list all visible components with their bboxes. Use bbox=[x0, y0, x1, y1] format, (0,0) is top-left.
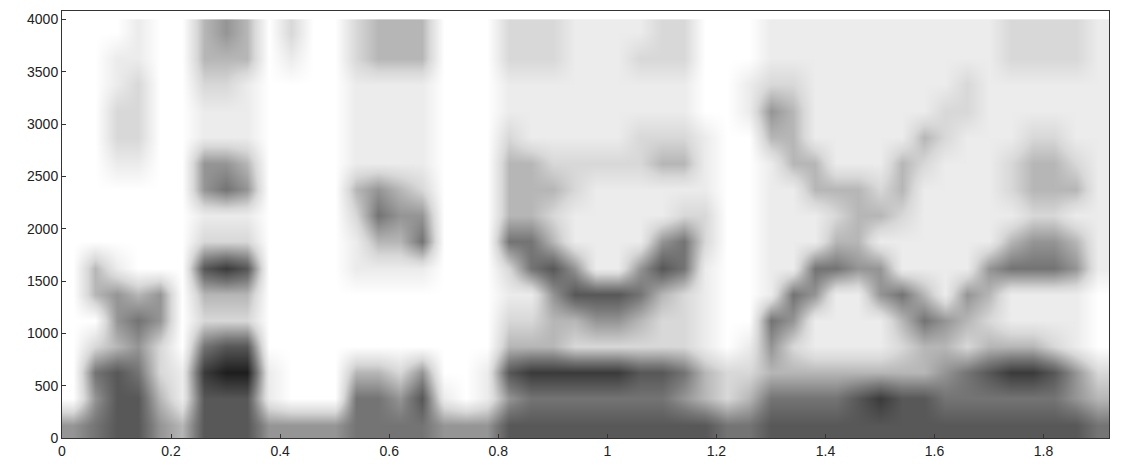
svg-text:1500: 1500 bbox=[27, 273, 58, 289]
svg-text:0: 0 bbox=[50, 430, 58, 446]
svg-text:0: 0 bbox=[58, 443, 66, 459]
svg-text:3000: 3000 bbox=[27, 116, 58, 132]
svg-text:1.2: 1.2 bbox=[707, 443, 727, 459]
svg-text:1.6: 1.6 bbox=[925, 443, 945, 459]
svg-text:4000: 4000 bbox=[27, 11, 58, 27]
svg-text:0.2: 0.2 bbox=[161, 443, 181, 459]
svg-text:500: 500 bbox=[35, 378, 59, 394]
svg-text:0.8: 0.8 bbox=[489, 443, 509, 459]
svg-text:1: 1 bbox=[603, 443, 611, 459]
svg-text:2500: 2500 bbox=[27, 168, 58, 184]
svg-text:1000: 1000 bbox=[27, 325, 58, 341]
svg-text:1.4: 1.4 bbox=[816, 443, 836, 459]
svg-text:0.4: 0.4 bbox=[270, 443, 290, 459]
svg-text:2000: 2000 bbox=[27, 221, 58, 237]
svg-text:1.8: 1.8 bbox=[1034, 443, 1054, 459]
svg-text:0.6: 0.6 bbox=[379, 443, 399, 459]
svg-text:3500: 3500 bbox=[27, 64, 58, 80]
